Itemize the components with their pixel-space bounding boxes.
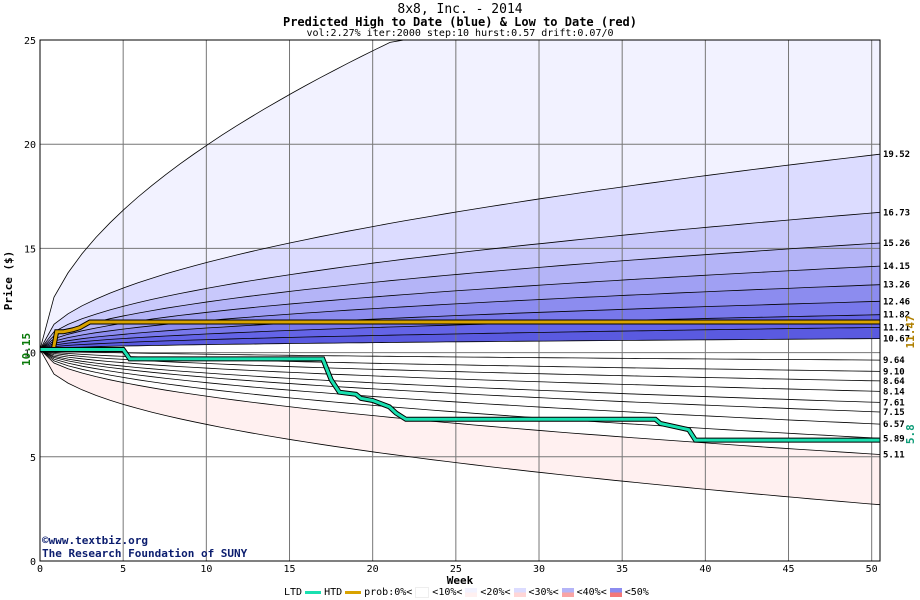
y-tick-0: 0 [30,557,36,568]
high-band-3 [40,243,880,350]
legend-swatch-0 [415,587,430,598]
band-line-17 [40,349,880,425]
x-tick-25: 25 [450,564,462,575]
legend-40-label: <40%< [576,587,607,598]
y-tick-25: 25 [24,36,36,47]
band-line-10 [40,349,880,506]
y-tick-15: 15 [24,244,36,255]
high-level-0: 19.52 [883,150,910,160]
low-level-3: 8.14 [883,387,905,397]
band-line-7 [40,314,880,350]
axis-labels: 0 5 10 15 20 25 30 35 40 45 500510152025WeekPrice … [2,36,917,587]
legend-20-label: <20%< [480,587,511,598]
low-level-8: 5.11 [883,451,905,461]
high-level-8: 10.67 [883,335,910,345]
chart-subtitle: Predicted High to Date (blue) & Low to D… [282,15,637,29]
band-line-13 [40,349,880,382]
chart-params: vol:2.27% iter:2000 step:10 hurst:0.57 d… [306,28,614,39]
start-price-label: 10.15 [20,333,33,366]
legend-ltd-swatch [305,591,322,594]
band-line-4 [40,265,880,350]
x-tick-30: 30 [533,564,545,575]
band-line-8 [40,327,880,350]
band-line-19 [40,349,880,455]
high-band-2 [40,212,880,350]
chart-title: 8x8, Inc. - 2014 [397,2,523,17]
legend-swatch-40 [609,588,622,597]
low-level-2: 8.64 [883,377,905,387]
legend-ltd-label: LTD [284,587,303,598]
legend-10-label: <10%< [432,587,463,598]
legend-htd-label: HTD [324,587,343,598]
y-tick-10: 10 [24,349,36,360]
band-line-16 [40,349,880,413]
low-level-6: 6.57 [883,420,905,430]
y-tick-20: 20 [24,140,36,151]
credit-organization: The Research Foundation of SUNY [42,547,248,560]
band-line-0 [40,40,880,350]
plot-frame [39,39,881,562]
high-level-3: 14.15 [883,262,910,272]
y-axis-title: Price ($) [2,251,15,311]
current-high-label: 11.47 [904,315,917,348]
axes [39,39,881,562]
x-tick-0: 0 [37,564,43,575]
band-line-2 [40,211,880,350]
low-level-5: 7.15 [883,408,905,418]
x-tick-50: 50 [866,564,878,575]
legend-prob-label: prob:0%< [364,587,413,598]
high-band-6 [40,301,880,350]
x-axis-title: Week [447,574,474,587]
low-level-4: 7.61 [883,398,905,408]
high-level-1: 16.73 [883,208,910,218]
high-level-4: 13.26 [883,281,910,291]
low-level-1: 9.10 [883,367,905,377]
high-level-2: 15.26 [883,239,910,249]
band-line-11 [40,349,880,361]
x-tick-10: 10 [200,564,212,575]
x-tick-5: 5 [120,564,126,575]
band-line-3 [40,242,880,350]
probability-bands [40,40,880,505]
legend: LTD HTD prob:0%< <10%< <20%< <30%< <40%<… [284,587,649,598]
legend-swatch-20 [513,588,526,597]
band-line-18 [40,349,880,439]
high-band-4 [40,266,880,350]
x-tick-20: 20 [367,564,379,575]
band-line-14 [40,349,880,392]
low-level-0: 9.64 [883,356,905,366]
high-level-5: 12.46 [883,297,910,307]
band-line-1 [40,153,880,350]
ltd-line [40,348,880,442]
htd-line [40,320,880,351]
band-line-15 [40,349,880,403]
series-lines [40,319,880,443]
legend-swatch-30 [561,588,574,597]
x-tick-45: 45 [782,564,794,575]
y-tick-5: 5 [30,453,36,464]
high-band-1 [40,154,880,350]
high-level-7: 11.21 [883,323,910,333]
x-tick-15: 15 [283,564,295,575]
legend-30-label: <30%< [528,587,559,598]
low-level-7: 5.89 [883,434,905,444]
x-tick-35: 35 [616,564,628,575]
band-line-6 [40,300,880,350]
legend-50-label: <50% [624,587,649,598]
band-line-9 [40,338,880,350]
current-low-label: 5.8 [904,424,917,444]
legend-swatch-10 [465,588,478,597]
legend-htd-swatch [345,591,362,594]
high-band-0 [40,40,880,350]
credit-website: ©www.textbiz.org [42,534,148,547]
high-band-5 [40,284,880,350]
high-level-6: 11.82 [883,311,910,321]
x-tick-40: 40 [699,564,711,575]
